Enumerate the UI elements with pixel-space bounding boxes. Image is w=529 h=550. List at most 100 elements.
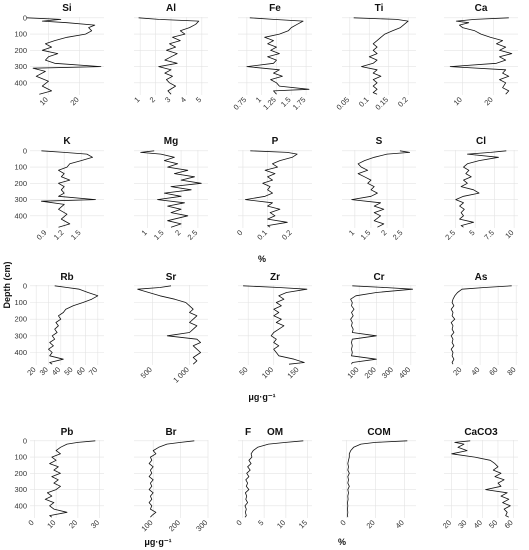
row3-unit-right-label: %	[338, 537, 346, 547]
profile-line-ca	[449, 17, 513, 95]
panel-s: S 1 1.5 2 2.5	[342, 136, 416, 242]
depth-tick-label: 200	[14, 46, 27, 55]
panel-title-p: P	[272, 136, 279, 147]
value-tick-label: 0	[235, 228, 244, 237]
value-tick-label: 10	[38, 95, 50, 107]
profile-line-br	[148, 440, 195, 518]
value-tick-label: 0.9	[35, 228, 49, 242]
profile-line-sr	[137, 285, 202, 365]
depth-tick-label: 400	[14, 78, 27, 87]
value-tick-label: 2.5	[443, 228, 457, 242]
profile-line-ti	[353, 17, 409, 95]
profile-line-k	[41, 150, 96, 228]
profile-line-al	[138, 17, 200, 95]
value-tick-label: 100	[345, 365, 360, 380]
value-tick-label: 500	[139, 365, 154, 380]
f-panel-label: F	[245, 427, 251, 438]
panel-title-si: Si	[62, 3, 72, 14]
value-tick-label: 10	[452, 95, 464, 107]
value-tick-label: 0	[26, 518, 35, 527]
panel-title-ti: Ti	[375, 3, 384, 14]
panel-title-om: OM	[267, 427, 283, 438]
profile-line-om	[244, 440, 304, 518]
panel-sr: Sr 500 1 000	[134, 272, 208, 385]
depth-tick-label: 0	[23, 13, 27, 22]
panel-om: OM 0 5 10 15	[234, 427, 312, 530]
value-tick-label: 5	[467, 228, 476, 237]
panel-title-cr: Cr	[373, 272, 384, 283]
panel-zr: Zr 50 100 150	[237, 272, 312, 380]
depth-tick-label: 300	[14, 485, 27, 494]
value-tick-label: 20	[441, 518, 453, 530]
profile-line-as	[450, 285, 512, 365]
panel-title-s: S	[376, 136, 383, 147]
profile-line-caco3	[451, 440, 511, 518]
panel-br: Br 100 200 300	[134, 427, 209, 533]
profile-line-fe	[246, 17, 310, 95]
row2-unit-label: μg·g⁻¹	[248, 392, 275, 402]
value-tick-label: 200	[167, 518, 182, 533]
panel-pb: Pb 0 100 200 300 400 0 10 20 30	[14, 427, 104, 530]
value-tick-label: 40	[472, 518, 484, 530]
value-tick-label: 0.1	[357, 95, 371, 109]
value-tick-label: 60	[503, 518, 515, 530]
value-tick-label: 1.75	[291, 95, 308, 112]
value-tick-label: 15	[297, 518, 309, 530]
value-tick-label: 1	[132, 95, 141, 104]
value-tick-label: 5	[256, 518, 265, 527]
value-tick-label: 0	[338, 518, 347, 527]
value-tick-label: 4	[179, 95, 188, 104]
value-tick-label: 20	[365, 518, 377, 530]
panel-title-al: Al	[166, 3, 176, 14]
value-tick-label: 2.5	[186, 228, 200, 242]
panel-ca: Ca 10 20	[444, 3, 518, 107]
value-tick-label: 20	[25, 365, 37, 377]
panel-title-ca: Ca	[475, 3, 488, 14]
depth-tick-label: 100	[14, 298, 27, 307]
profile-line-si	[26, 17, 102, 95]
value-tick-label: 30	[456, 518, 468, 530]
panel-as: As 20 40 60 80	[444, 272, 518, 377]
value-tick-label: 150	[285, 365, 300, 380]
panel-cr: Cr 100 200 300 400	[342, 272, 416, 380]
panel-p: P 0 0.1 0.2	[235, 136, 312, 242]
value-tick-label: 300	[380, 365, 395, 380]
value-tick-label: 2.5	[391, 228, 405, 242]
value-tick-label: 50	[237, 365, 249, 377]
value-tick-label: 40	[469, 365, 481, 377]
panel-cl: Cl 2.5 5 7.5 10	[443, 136, 518, 242]
panel-rb: Rb 0 100 200 300 400 20 30 40 50 60 70	[14, 272, 104, 377]
value-tick-label: 40	[50, 365, 62, 377]
value-tick-label: 0.75	[232, 95, 249, 112]
value-tick-label: 100	[139, 518, 154, 533]
depth-tick-label: 400	[14, 501, 27, 510]
value-tick-label: 1.5	[279, 95, 293, 109]
depth-tick-label: 200	[14, 315, 27, 324]
value-tick-label: 40	[394, 518, 406, 530]
value-tick-label: 1	[140, 228, 149, 237]
depth-tick-label: 300	[14, 62, 27, 71]
value-tick-label: 50	[487, 518, 499, 530]
value-tick-label: 2	[173, 228, 182, 237]
value-tick-label: 1.2	[52, 228, 66, 242]
panel-com: COM 0 20 40	[338, 427, 416, 530]
value-tick-label: 1 000	[171, 365, 191, 385]
value-tick-label: 20	[451, 365, 463, 377]
depth-tick-label: 100	[14, 163, 27, 172]
profile-line-s	[351, 150, 411, 228]
value-tick-label: 100	[260, 365, 275, 380]
value-tick-label: 0.05	[335, 95, 352, 112]
panel-title-com: COM	[367, 427, 390, 438]
panel-title-sr: Sr	[166, 272, 177, 283]
value-tick-label: 70	[87, 365, 99, 377]
depth-tick-label: 0	[23, 281, 27, 290]
depth-tick-label: 200	[14, 179, 27, 188]
value-tick-label: 0.1	[255, 228, 269, 242]
value-tick-label: 30	[89, 518, 101, 530]
value-tick-label: 60	[75, 365, 87, 377]
panel-si: Si 0 100 200 300 400 10 20	[14, 3, 104, 107]
value-tick-label: 0.15	[373, 95, 390, 112]
panel-caco3: CaCO3 20 30 40 50 60	[441, 427, 518, 530]
row1-unit-label: %	[258, 254, 266, 264]
value-tick-label: 200	[363, 365, 378, 380]
